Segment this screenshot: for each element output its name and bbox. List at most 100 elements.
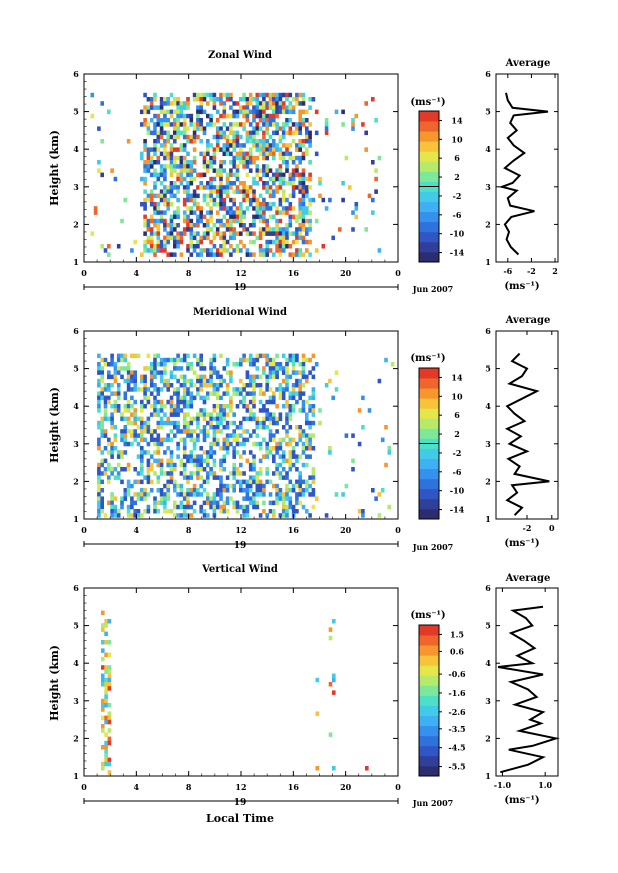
heatmap-cell — [189, 164, 194, 169]
heatmap-cell — [281, 244, 286, 249]
heatmap-cell — [153, 412, 157, 417]
heatmap-cell — [179, 492, 184, 497]
heatmap-cell — [173, 483, 177, 489]
heatmap-cell — [285, 235, 289, 241]
heatmap-cell — [100, 471, 104, 476]
heatmap-cell — [166, 139, 170, 144]
heatmap-cell — [258, 244, 263, 249]
heatmap-cell — [357, 441, 362, 447]
heatmap-cell — [288, 143, 293, 148]
heatmap-cell — [285, 387, 289, 392]
heatmap-cell — [248, 479, 253, 485]
heatmap-cell — [133, 492, 137, 497]
heatmap-cell — [189, 139, 194, 144]
heatmap-cell — [123, 357, 128, 363]
heatmap-cell — [182, 101, 187, 106]
heatmap-cell — [107, 441, 111, 447]
heatmap-cell — [196, 454, 200, 459]
heatmap-cell — [104, 694, 108, 700]
heatmap-cell — [219, 492, 223, 497]
colorbar-swatch — [419, 448, 439, 459]
heatmap-cell — [298, 210, 302, 215]
heatmap-cell — [123, 425, 128, 430]
heatmap-cell — [239, 420, 243, 426]
heatmap-cell — [133, 416, 137, 422]
heatmap-cell — [143, 202, 147, 207]
heatmap-cell — [186, 227, 190, 232]
heatmap-cell — [301, 210, 306, 215]
heatmap-cell — [100, 172, 104, 178]
heatmap-cell — [176, 429, 180, 434]
heatmap-cell — [272, 391, 276, 396]
heatmap-cell — [265, 362, 269, 367]
heatmap-cell — [219, 404, 223, 409]
heatmap-cell — [291, 504, 296, 510]
heatmap-cell — [248, 467, 253, 472]
heatmap-cell — [186, 218, 190, 224]
heatmap-cell — [285, 130, 289, 136]
heatmap-cell — [202, 172, 207, 178]
heatmap-cell — [159, 374, 164, 380]
heatmap-cell — [202, 500, 207, 506]
heatmap-cell — [305, 231, 309, 236]
heatmap-cell — [146, 197, 151, 203]
heatmap-cell — [229, 420, 233, 426]
heatmap-cell — [298, 214, 302, 220]
heatmap-cell — [268, 118, 273, 123]
heatmap-cell — [146, 147, 151, 152]
heatmap-cell — [196, 172, 200, 178]
heatmap-cell — [149, 378, 154, 384]
heatmap-cell — [126, 492, 131, 497]
heatmap-cell — [248, 122, 253, 127]
heatmap-cell — [305, 509, 309, 514]
heatmap-cell — [265, 357, 269, 363]
heatmap-cell — [305, 176, 309, 182]
heatmap-cell — [232, 483, 236, 489]
heatmap-cell — [332, 690, 336, 695]
heatmap-cell — [242, 387, 246, 392]
heatmap-cell — [140, 433, 144, 438]
heatmap-cell — [206, 479, 210, 485]
heatmap-cell — [123, 378, 128, 384]
heatmap-cell — [252, 378, 256, 384]
heatmap-cell — [97, 404, 101, 409]
heatmap-cell — [278, 462, 283, 468]
heatmap-cell — [169, 471, 174, 476]
heatmap-cell — [225, 210, 230, 215]
heatmap-cell — [166, 383, 170, 388]
heatmap-cell — [179, 429, 184, 434]
heatmap-cell — [140, 450, 144, 455]
heatmap-cell — [173, 425, 177, 430]
heatmap-cell — [199, 475, 203, 480]
heatmap-cell — [265, 244, 269, 249]
heatmap-cell — [107, 761, 112, 767]
heatmap-cell — [173, 479, 177, 485]
heatmap-cell — [192, 429, 197, 434]
heatmap-cell — [272, 172, 276, 178]
heatmap-cell — [97, 496, 101, 501]
heatmap-cell — [169, 395, 174, 401]
heatmap-cell — [252, 239, 256, 245]
heatmap-cell — [153, 97, 157, 102]
heatmap-cell — [199, 429, 203, 434]
heatmap-cell — [166, 488, 170, 493]
heatmap-cell — [130, 441, 134, 447]
heatmap-cell — [212, 231, 217, 236]
heatmap-cell — [258, 420, 263, 426]
heatmap-cell — [225, 370, 230, 375]
heatmap-cell — [110, 420, 114, 426]
heatmap-cell — [225, 151, 230, 157]
heatmap-cell — [156, 235, 161, 241]
heatmap-cell — [371, 97, 375, 102]
heatmap-cell — [301, 101, 306, 106]
average-x-tick-label: -2 — [523, 523, 532, 533]
heatmap-cell — [235, 109, 240, 115]
heatmap-cell — [176, 483, 180, 489]
colorbar-swatch — [419, 251, 439, 263]
heatmap-cell — [130, 404, 134, 409]
heatmap-cell — [206, 210, 210, 215]
heatmap-cell — [268, 206, 273, 211]
heatmap-cell — [163, 404, 167, 409]
heatmap-cell — [275, 206, 279, 211]
heatmap-cell — [143, 206, 147, 211]
